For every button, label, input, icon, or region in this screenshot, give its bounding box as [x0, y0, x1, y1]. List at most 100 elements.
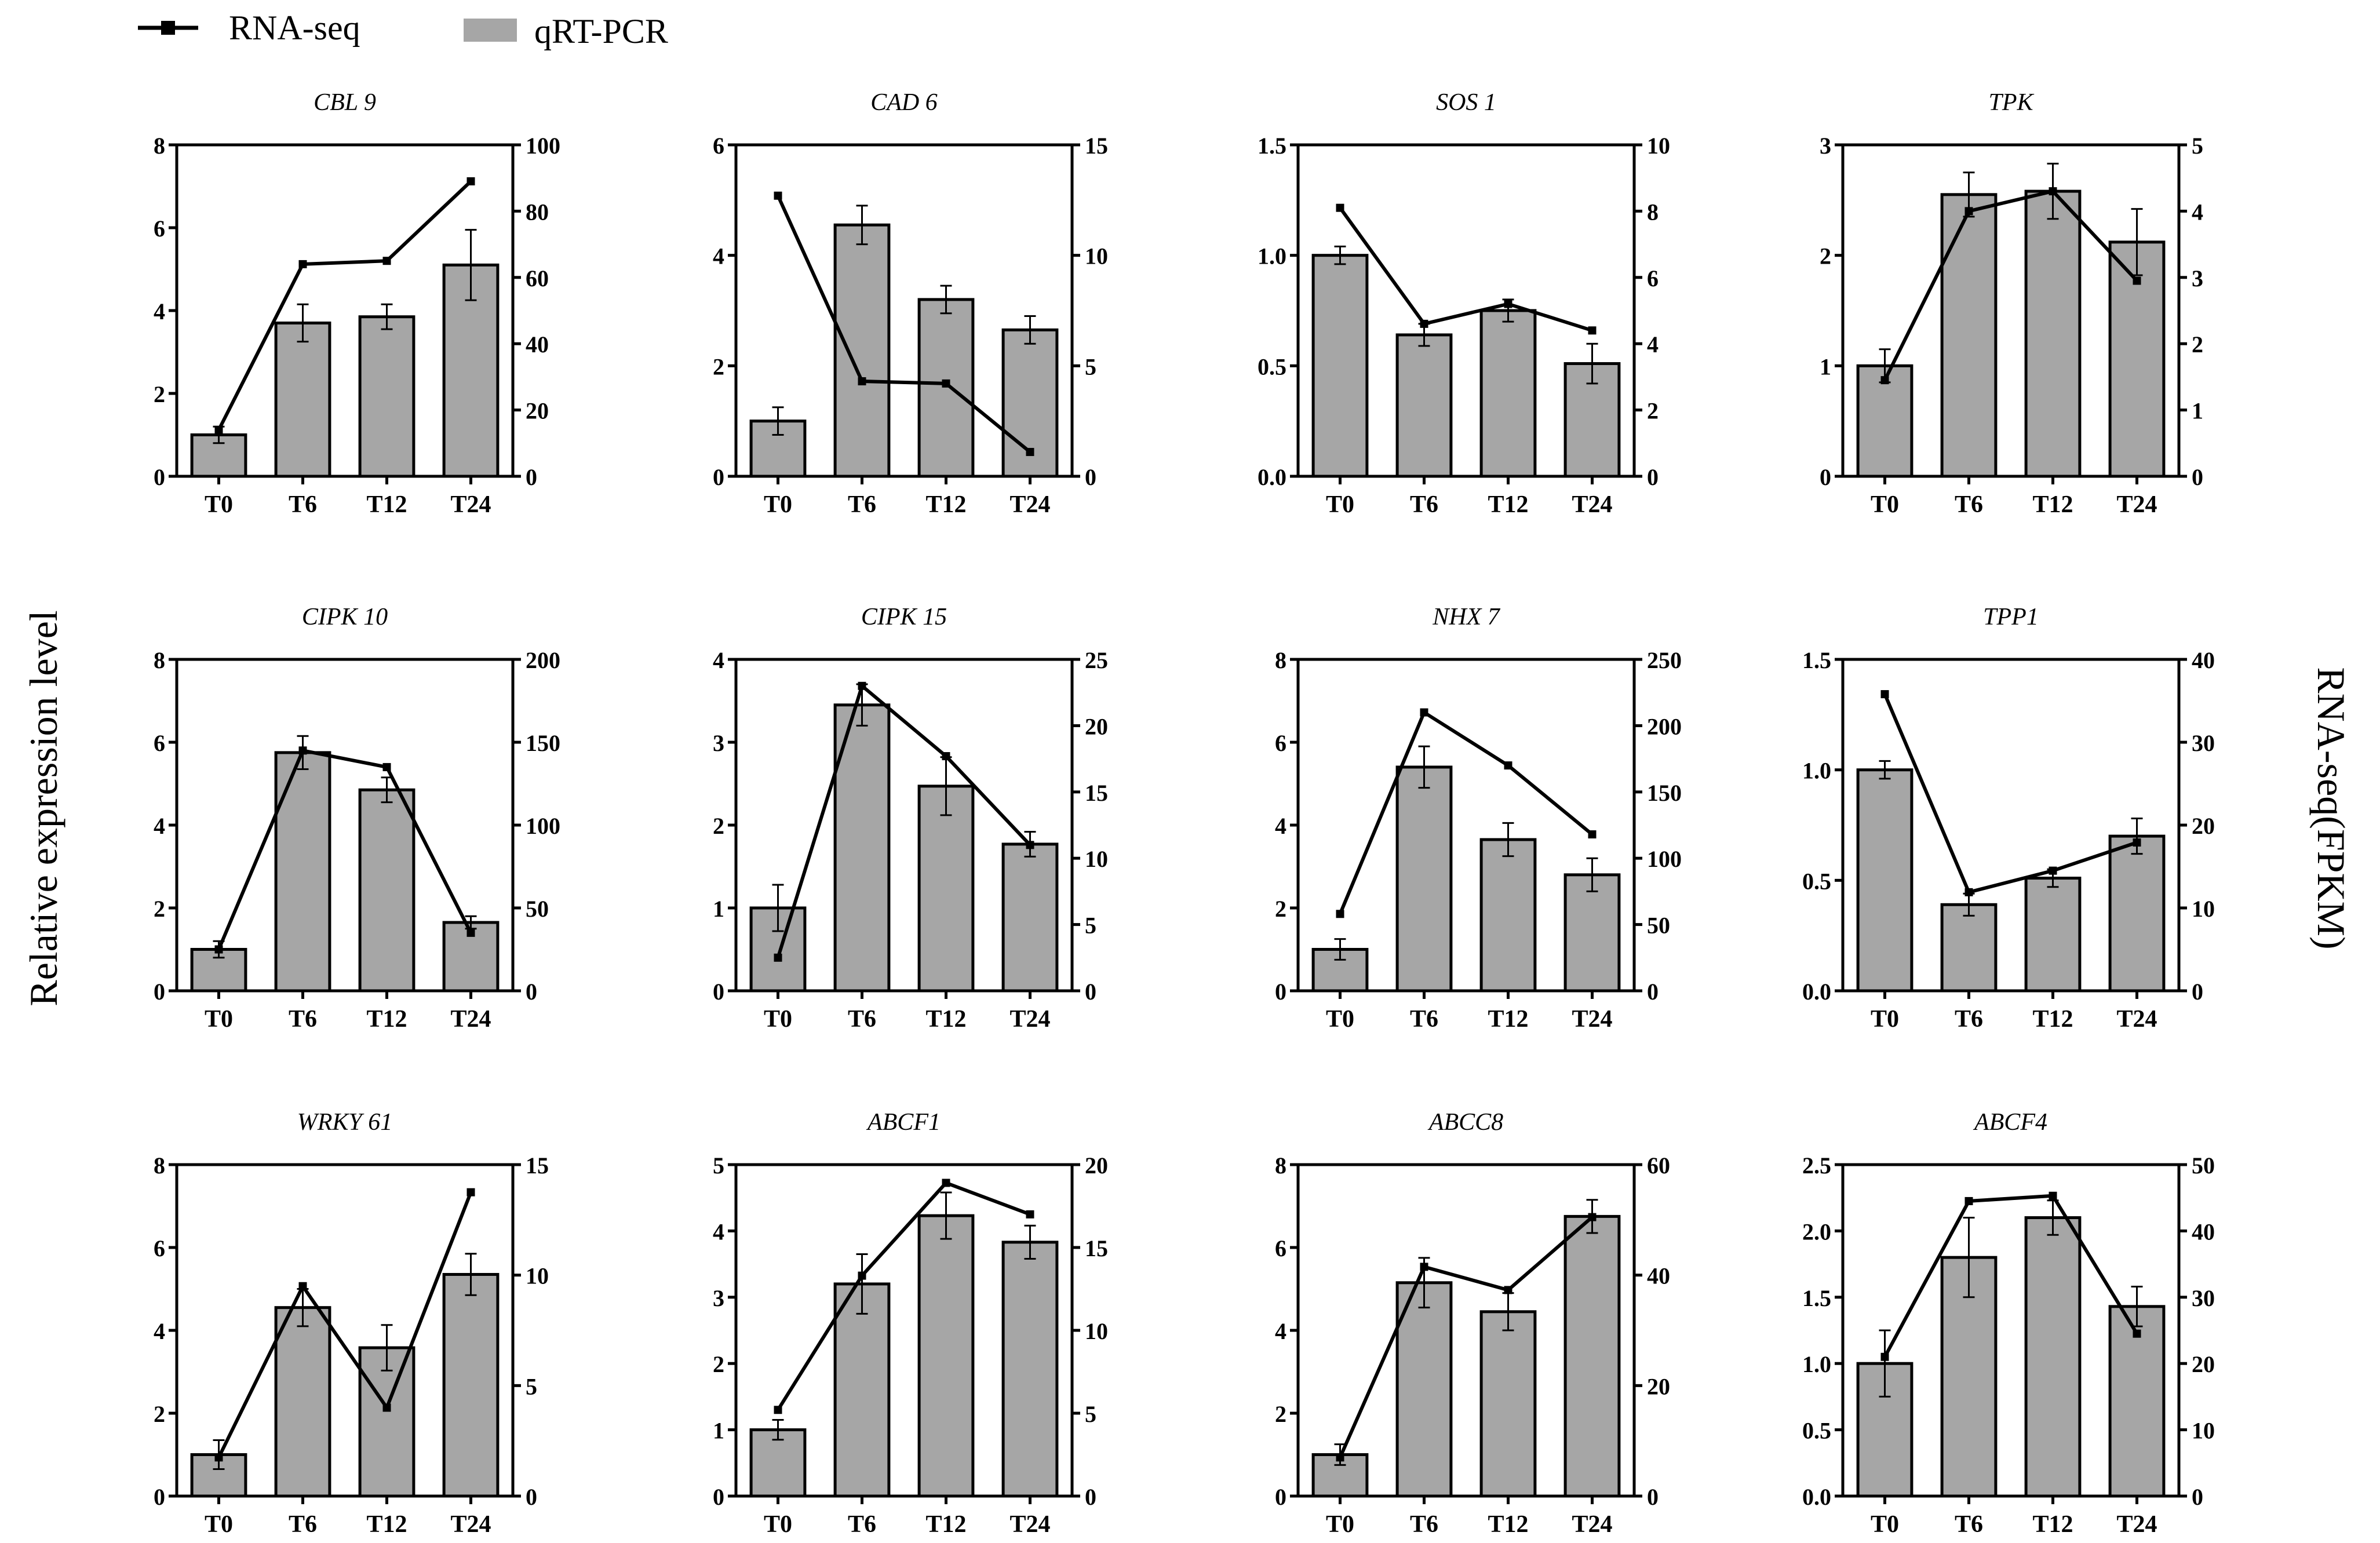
x-tick-label: T0: [764, 1511, 792, 1538]
x-tick-label: T6: [1955, 1511, 1983, 1538]
chart-title: ABCF1: [866, 1109, 941, 1136]
right-tick-label: 40: [2192, 1219, 2215, 1245]
right-tick-label: 40: [1647, 1263, 1670, 1289]
chart-title: CIPK 10: [302, 604, 388, 630]
x-tick-label: T6: [1955, 491, 1983, 518]
rna-seq-point-T6: [1420, 319, 1428, 328]
right-tick-label: 0: [526, 979, 537, 1005]
right-tick-label: 30: [2192, 1285, 2215, 1311]
right-tick-label: 10: [1085, 846, 1108, 872]
chart-8: WRKY 61 0 2 4 6 8 0 5 10 15 T0 T6 T12 T24: [154, 1109, 549, 1538]
chart-title: TPK: [1988, 89, 2034, 116]
rna-seq-point-T6: [298, 1282, 307, 1290]
rna-seq-point-T12: [2049, 1191, 2057, 1200]
y-left-axis-label: Relative expression level: [21, 610, 65, 1006]
x-tick-label: T12: [1488, 491, 1528, 518]
right-tick-label: 0: [2192, 1484, 2203, 1510]
right-tick-label: 15: [1085, 133, 1108, 159]
left-tick-label: 2: [154, 896, 165, 922]
left-tick-label: 8: [1275, 647, 1286, 673]
bar-T6: [274, 751, 331, 993]
right-tick-label: 60: [526, 265, 549, 291]
rna-seq-point-T12: [382, 257, 391, 265]
chart-title: SOS 1: [1436, 89, 1496, 116]
left-tick-label: 0: [154, 979, 165, 1005]
bar-T12: [2024, 877, 2082, 993]
rna-seq-point-T12: [1504, 1286, 1512, 1294]
rna-seq-point-T12: [942, 752, 950, 761]
x-tick-label: T6: [289, 491, 317, 518]
x-tick-label: T0: [764, 1006, 792, 1033]
x-tick-label: T6: [289, 1511, 317, 1538]
rna-seq-line: [776, 195, 1032, 454]
chart-title: NHX 7: [1432, 604, 1501, 630]
chart-title: CAD 6: [870, 89, 938, 116]
x-tick-label: T6: [848, 1511, 876, 1538]
chart-1: CAD 6 0 2 4 6 0 5 10 15 T0 T6 T12 T24: [713, 89, 1108, 518]
x-tick-label: T24: [450, 1006, 491, 1033]
bar-T12: [2024, 1216, 2082, 1498]
right-tick-label: 4: [1647, 331, 1659, 358]
left-tick-label: 1.0: [1802, 1351, 1831, 1377]
bar-T6: [1395, 333, 1453, 478]
rna-seq-point-T6: [1420, 708, 1428, 717]
chart-11: ABCF4 0.0 0.5 1.0 1.5 2.0 2.5 0 10 20 30 40 50 T0 T6 T1…: [1802, 1109, 2215, 1538]
x-tick-label: T6: [1410, 491, 1438, 518]
bar-T12: [2024, 189, 2082, 478]
left-tick-label: 6: [154, 730, 165, 756]
x-tick-label: T12: [925, 491, 966, 518]
chart-title: CIPK 15: [861, 604, 947, 630]
left-tick-label: 0: [713, 1484, 724, 1510]
rna-seq-point-T12: [942, 379, 950, 388]
rna-seq-line: [1338, 710, 1594, 915]
right-tick-label: 100: [1647, 846, 1682, 872]
bar-T6: [833, 703, 891, 993]
left-tick-label: 1.5: [1258, 133, 1286, 159]
x-tick-label: T6: [1955, 1006, 1983, 1033]
rna-seq-point-T24: [466, 177, 475, 185]
x-tick-label: T0: [1871, 491, 1899, 518]
x-tick-label: T0: [764, 491, 792, 518]
right-tick-label: 15: [526, 1152, 549, 1179]
chart-10: ABCC8 0 2 4 6 8 0 20 40 60 T0 T6 T12 T24: [1275, 1109, 1670, 1538]
left-tick-label: 4: [1275, 813, 1286, 839]
right-tick-label: 0: [1085, 1484, 1096, 1510]
left-tick-label: 6: [713, 133, 724, 159]
x-tick-label: T12: [366, 1006, 407, 1033]
right-tick-label: 25: [1085, 647, 1108, 673]
x-tick-label: T12: [925, 1006, 966, 1033]
right-tick-label: 1: [2192, 398, 2203, 424]
x-tick-label: T6: [848, 1006, 876, 1033]
right-tick-label: 10: [2192, 896, 2215, 922]
right-tick-label: 15: [1085, 1235, 1108, 1261]
x-tick-label: T12: [2032, 491, 2073, 518]
rna-seq-point-T0: [1336, 203, 1344, 212]
rna-seq-line: [776, 683, 1032, 958]
rna-seq-point-T24: [1026, 448, 1034, 457]
left-tick-label: 6: [154, 216, 165, 242]
bar-T12: [917, 298, 975, 478]
right-tick-label: 60: [1647, 1152, 1670, 1179]
right-tick-label: 20: [526, 398, 549, 424]
x-tick-label: T24: [2116, 1006, 2157, 1033]
rna-seq-point-T0: [214, 1453, 223, 1462]
right-tick-label: 4: [2192, 199, 2203, 225]
rna-seq-point-T6: [1420, 1263, 1428, 1271]
chart-7: TPP1 0.0 0.5 1.0 1.5 0 10 20 30 40 T0 T6 T12 T24: [1802, 604, 2215, 1033]
rna-seq-point-T0: [1336, 910, 1344, 918]
rna-seq-point-T24: [2133, 1329, 2141, 1338]
left-tick-label: 2: [1275, 1401, 1286, 1427]
x-tick-label: T0: [1871, 1511, 1899, 1538]
rna-seq-point-T24: [2133, 838, 2141, 847]
bar-T12: [358, 315, 416, 478]
right-tick-label: 200: [1647, 713, 1682, 739]
right-tick-label: 0: [2192, 464, 2203, 490]
right-tick-label: 0: [526, 464, 537, 490]
x-tick-label: T12: [925, 1511, 966, 1538]
left-tick-label: 6: [1275, 1235, 1286, 1261]
bar-T6: [1940, 193, 1998, 478]
right-tick-label: 200: [526, 647, 560, 673]
rna-seq-point-T12: [382, 1403, 391, 1412]
bar-T24: [1001, 1241, 1059, 1498]
